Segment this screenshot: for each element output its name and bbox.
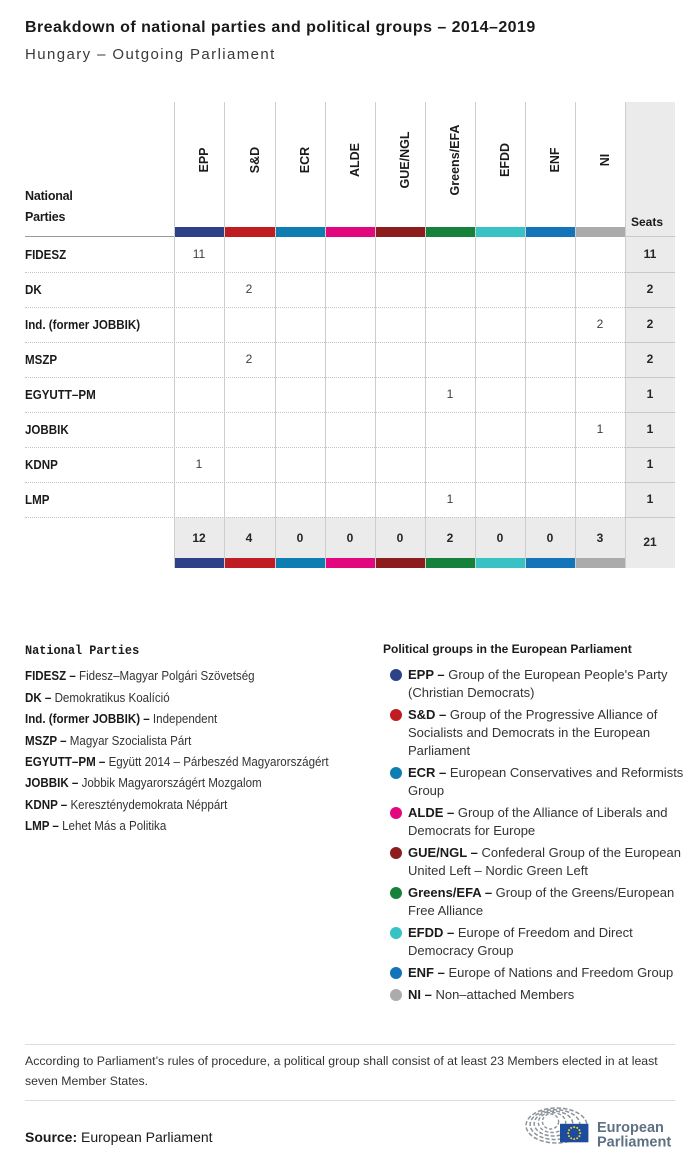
svg-text:Parliament: Parliament: [597, 1135, 671, 1151]
svg-text:European: European: [597, 1120, 664, 1136]
